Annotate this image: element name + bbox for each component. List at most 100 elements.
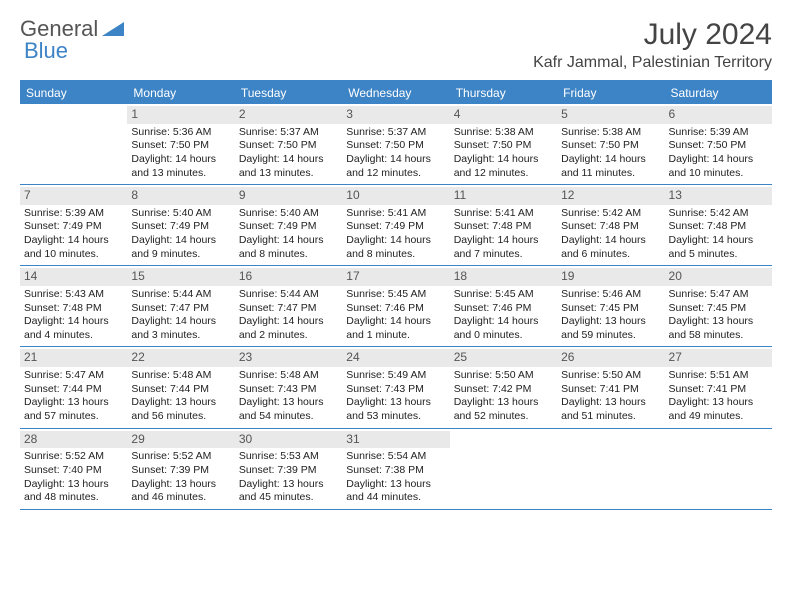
day-dl1: Daylight: 14 hours [561, 153, 660, 167]
day-number: 15 [127, 268, 234, 286]
day-number [557, 431, 664, 449]
day-number: 6 [665, 106, 772, 124]
day-info: Sunrise: 5:51 AMSunset: 7:41 PMDaylight:… [669, 369, 768, 424]
day-sunrise: Sunrise: 5:39 AM [669, 126, 768, 140]
day-cell: 28Sunrise: 5:52 AMSunset: 7:40 PMDayligh… [20, 429, 127, 509]
day-dl2: and 7 minutes. [454, 248, 553, 262]
day-sunrise: Sunrise: 5:38 AM [454, 126, 553, 140]
day-sunset: Sunset: 7:39 PM [239, 464, 338, 478]
day-dl1: Daylight: 14 hours [669, 153, 768, 167]
day-cell: 13 Sunrise: 5:42 AMSunset: 7:48 PMDayligh… [665, 185, 772, 265]
day-sunset: Sunset: 7:47 PM [239, 302, 338, 316]
day-cell: 30Sunrise: 5:53 AMSunset: 7:39 PMDayligh… [235, 429, 342, 509]
day-dl2: and 59 minutes. [561, 329, 660, 343]
day-number: 19 [557, 268, 664, 286]
day-sunset: Sunset: 7:49 PM [24, 220, 123, 234]
title-block: July 2024 Kafr Jammal, Palestinian Terri… [533, 18, 772, 72]
day-info: Sunrise: 5:38 AMSunset: 7:50 PMDaylight:… [454, 126, 553, 181]
day-number: 11 [450, 187, 557, 205]
brand-part2: Blue [24, 40, 124, 62]
day-dl1: Daylight: 13 hours [561, 396, 660, 410]
day-sunrise: Sunrise: 5:42 AM [669, 207, 768, 221]
day-cell: 4Sunrise: 5:38 AMSunset: 7:50 PMDaylight… [450, 104, 557, 184]
week-row: 7Sunrise: 5:39 AMSunset: 7:49 PMDaylight… [20, 185, 772, 266]
location-text: Kafr Jammal, Palestinian Territory [533, 54, 772, 72]
day-sunset: Sunset: 7:43 PM [346, 383, 445, 397]
day-cell: 7Sunrise: 5:39 AMSunset: 7:49 PMDaylight… [20, 185, 127, 265]
day-cell: 29Sunrise: 5:52 AMSunset: 7:39 PMDayligh… [127, 429, 234, 509]
day-number: 26 [557, 349, 664, 367]
day-cell [20, 104, 127, 184]
day-dl2: and 11 minutes. [561, 167, 660, 181]
day-cell: 15 Sunrise: 5:44 AMSunset: 7:47 PMDayligh… [127, 266, 234, 346]
day-sunset: Sunset: 7:45 PM [669, 302, 768, 316]
day-sunrise: Sunrise: 5:47 AM [24, 369, 123, 383]
day-number [450, 431, 557, 449]
day-number: 16 [235, 268, 342, 286]
day-cell: 17 Sunrise: 5:45 AMSunset: 7:46 PMDayligh… [342, 266, 449, 346]
week-row: 28Sunrise: 5:52 AMSunset: 7:40 PMDayligh… [20, 429, 772, 510]
day-dl2: and 12 minutes. [346, 167, 445, 181]
day-number: 29 [127, 431, 234, 449]
day-sunrise: Sunrise: 5:41 AM [454, 207, 553, 221]
day-info: Sunrise: 5:42 AMSunset: 7:48 PMDaylight:… [669, 207, 768, 262]
day-sunrise: Sunrise: 5:37 AM [346, 126, 445, 140]
day-info: Sunrise: 5:47 AMSunset: 7:44 PMDaylight:… [24, 369, 123, 424]
day-dl1: Daylight: 13 hours [454, 396, 553, 410]
day-cell: 10Sunrise: 5:41 AMSunset: 7:49 PMDayligh… [342, 185, 449, 265]
day-number: 13 [665, 187, 772, 205]
day-sunrise: Sunrise: 5:49 AM [346, 369, 445, 383]
day-cell: 14Sunrise: 5:43 AMSunset: 7:48 PMDayligh… [20, 266, 127, 346]
day-number: 17 [342, 268, 449, 286]
day-info: Sunrise: 5:45 AMSunset: 7:46 PMDaylight:… [346, 288, 445, 343]
day-sunrise: Sunrise: 5:39 AM [24, 207, 123, 221]
day-sunrise: Sunrise: 5:44 AM [239, 288, 338, 302]
header: General Blue July 2024 Kafr Jammal, Pale… [20, 18, 772, 72]
page-container: General Blue July 2024 Kafr Jammal, Pale… [0, 0, 792, 528]
day-sunrise: Sunrise: 5:42 AM [561, 207, 660, 221]
day-info: Sunrise: 5:54 AMSunset: 7:38 PMDaylight:… [346, 450, 445, 505]
day-cell: 12Sunrise: 5:42 AMSunset: 7:48 PMDayligh… [557, 185, 664, 265]
day-dl2: and 6 minutes. [561, 248, 660, 262]
day-dl2: and 10 minutes. [24, 248, 123, 262]
day-dl2: and 2 minutes. [239, 329, 338, 343]
day-dl2: and 1 minute. [346, 329, 445, 343]
day-number [665, 431, 772, 449]
day-dl1: Daylight: 14 hours [131, 153, 230, 167]
day-sunrise: Sunrise: 5:50 AM [561, 369, 660, 383]
day-number: 30 [235, 431, 342, 449]
day-sunrise: Sunrise: 5:44 AM [131, 288, 230, 302]
day-dl1: Daylight: 13 hours [24, 478, 123, 492]
day-sunrise: Sunrise: 5:50 AM [454, 369, 553, 383]
day-dl2: and 9 minutes. [131, 248, 230, 262]
day-number: 3 [342, 106, 449, 124]
day-number: 1 [127, 106, 234, 124]
day-cell: 3Sunrise: 5:37 AMSunset: 7:50 PMDaylight… [342, 104, 449, 184]
day-info: Sunrise: 5:41 AMSunset: 7:48 PMDaylight:… [454, 207, 553, 262]
day-dl1: Daylight: 13 hours [239, 478, 338, 492]
day-info: Sunrise: 5:40 AMSunset: 7:49 PMDaylight:… [131, 207, 230, 262]
day-sunrise: Sunrise: 5:45 AM [454, 288, 553, 302]
day-sunrise: Sunrise: 5:51 AM [669, 369, 768, 383]
day-cell: 27Sunrise: 5:51 AMSunset: 7:41 PMDayligh… [665, 347, 772, 427]
day-info: Sunrise: 5:45 AMSunset: 7:46 PMDaylight:… [454, 288, 553, 343]
day-dl1: Daylight: 14 hours [669, 234, 768, 248]
day-number: 9 [235, 187, 342, 205]
day-info: Sunrise: 5:38 AMSunset: 7:50 PMDaylight:… [561, 126, 660, 181]
week-row: 1Sunrise: 5:36 AMSunset: 7:50 PMDaylight… [20, 104, 772, 185]
day-info: Sunrise: 5:39 AMSunset: 7:50 PMDaylight:… [669, 126, 768, 181]
brand-logo: General Blue [20, 18, 124, 62]
day-sunset: Sunset: 7:48 PM [24, 302, 123, 316]
day-dl2: and 44 minutes. [346, 491, 445, 505]
day-info: Sunrise: 5:40 AMSunset: 7:49 PMDaylight:… [239, 207, 338, 262]
day-dl1: Daylight: 13 hours [239, 396, 338, 410]
logo-triangle-icon [102, 22, 124, 40]
day-sunset: Sunset: 7:47 PM [131, 302, 230, 316]
day-info: Sunrise: 5:44 AMSunset: 7:47 PMDaylight:… [131, 288, 230, 343]
day-cell: 18Sunrise: 5:45 AMSunset: 7:46 PMDayligh… [450, 266, 557, 346]
day-dl1: Daylight: 13 hours [131, 478, 230, 492]
day-dl2: and 13 minutes. [131, 167, 230, 181]
day-number: 10 [342, 187, 449, 205]
day-sunrise: Sunrise: 5:46 AM [561, 288, 660, 302]
day-sunset: Sunset: 7:43 PM [239, 383, 338, 397]
